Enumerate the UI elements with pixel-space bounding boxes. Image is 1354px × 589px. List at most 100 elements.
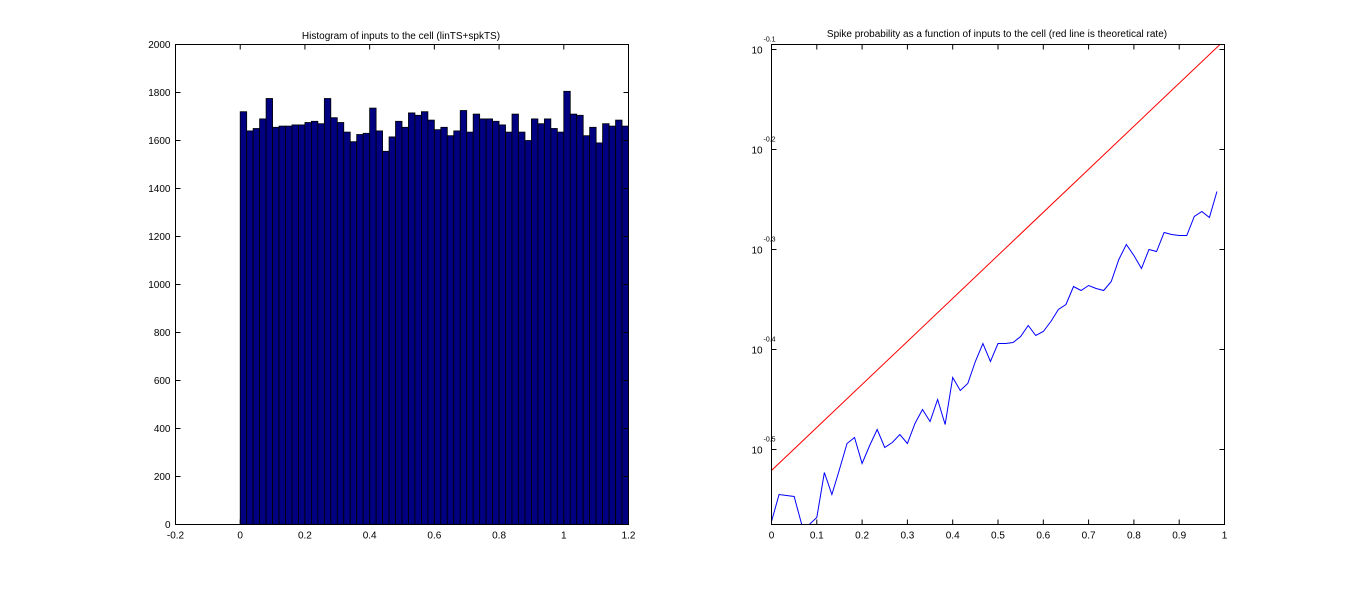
spike-probability-y-tick-base: 10 [752,346,764,357]
histogram-bar [317,123,325,525]
spike-probability-x-tick-label: 1 [1222,531,1228,542]
histogram-bar [239,111,248,525]
histogram-bar [408,112,416,525]
histogram-bar [427,119,435,525]
histogram-bar [589,126,597,525]
histogram-bar [543,118,552,525]
histogram-bar [304,122,312,525]
spike-probability-y-tick-exponent: -0.4 [764,337,776,344]
spike-probability-x-tick-label: 0.3 [900,531,914,542]
histogram-bar [272,126,280,525]
histogram-bar [453,130,461,525]
histogram-bar [349,141,358,525]
histogram-x-tick-label: -0.2 [167,531,185,542]
histogram-bar [259,118,267,525]
spike-probability-x-tick-label: 0.8 [1127,531,1141,542]
histogram-bar [556,131,565,525]
histogram-bar [369,107,377,525]
spike-probability-x-ticks: 0 0.1 0.2 0.3 0.4 0.5 0.6 0.7 0.8 0.9 1 [769,44,1228,542]
histogram-bar [343,131,351,525]
spike-probability-series [771,44,1221,525]
histogram-x-ticks: -0.2 0 0.2 0.4 0.6 0.8 1 1.2 [167,44,636,542]
histogram-bar [278,125,286,525]
spike-probability-x-tick-label: 0 [769,531,775,542]
histogram-bar [563,90,571,525]
histogram-bar [291,124,299,525]
spike-probability-y-tick-exponent: -0.5 [764,437,776,444]
spike-probability-y-tick-exponent: -0.2 [764,137,776,144]
histogram-bar [602,123,610,525]
histogram-bar [472,113,481,525]
spike-probability-y-tick-base: 10 [752,246,764,257]
histogram-bars [239,90,629,525]
histogram-bar [492,120,500,525]
histogram-axes: Histogram of inputs to the cell (linTS+s… [148,31,636,542]
histogram-bar [375,130,383,525]
histogram-y-ticks: 0 200 400 600 800 1000 1200 1400 1600 1800 2000 [148,40,629,531]
histogram-bar [608,125,616,525]
spike-probability-title: Spike probability as a function of input… [827,29,1167,40]
spike-probability-axes: Spike probability as a function of input… [752,29,1228,542]
spike-probability-y-tick-base: 10 [752,446,764,457]
histogram-bar [576,114,584,525]
histogram-bar [621,125,629,525]
histogram-bar [524,140,532,525]
histogram-x-tick-label: 0.8 [492,531,506,542]
histogram-x-tick-label: 1 [561,531,567,542]
histogram-y-tick-label: 600 [154,376,171,387]
spike-probability-x-tick-label: 0.1 [810,531,824,542]
histogram-bar [395,120,403,525]
histogram-x-tick-label: 0.6 [427,531,441,542]
histogram-bar [550,128,558,525]
histogram-y-tick-label: 800 [154,328,171,339]
spike-probability-line [771,191,1218,525]
spike-probability-x-tick-label: 0.5 [991,531,1005,542]
histogram-bar [466,131,474,525]
histogram-bar [518,131,526,525]
histogram-bar [479,118,487,525]
histogram-bar [265,98,273,525]
spike-probability-y-tick-exponent: -0.1 [764,37,776,44]
histogram-y-tick-label: 1600 [148,136,171,147]
histogram-y-tick-label: 1400 [148,184,171,195]
histogram-bar [440,126,448,525]
histogram-bar [505,131,513,525]
histogram-bar [252,128,261,525]
histogram-bar [615,119,623,525]
histogram-y-tick-label: 1000 [148,280,171,291]
histogram-y-tick-label: 2000 [148,40,171,51]
histogram-y-tick-label: 0 [165,520,171,531]
spike-probability-y-tick-base: 10 [752,46,764,57]
histogram-bar [459,110,468,525]
histogram-bar [388,136,396,525]
histogram-y-tick-label: 1800 [148,88,171,99]
histogram-bar [246,130,254,525]
histogram-bar [569,113,578,525]
histogram-bar [582,135,591,525]
histogram-bar [531,118,539,525]
histogram-bar [537,123,545,525]
histogram-bar [414,114,422,525]
histogram-x-tick-label: 0.4 [363,531,377,542]
histogram-bar [421,111,429,525]
histogram-bar [401,126,409,525]
histogram-bar [446,135,455,525]
spike-probability-x-tick-label: 0.6 [1036,531,1050,542]
histogram-y-tick-label: 400 [154,424,171,435]
histogram-bar [595,142,604,525]
histogram-y-tick-label: 200 [154,472,171,483]
theoretical-rate-line [771,44,1221,471]
spike-probability-x-tick-label: 0.4 [946,531,960,542]
histogram-bar [298,124,306,525]
histogram-bar [382,150,390,525]
histogram-x-tick-label: 0 [237,531,243,542]
histogram-bar [310,120,319,525]
histogram-bar [336,122,345,525]
histogram-bar [285,125,293,525]
spike-probability-x-tick-label: 0.7 [1082,531,1096,542]
spike-probability-x-tick-label: 0.2 [855,531,869,542]
histogram-bar [433,129,442,525]
spike-probability-y-ticks: 10-0.110-0.210-0.310-0.410-0.5 [752,37,1225,457]
